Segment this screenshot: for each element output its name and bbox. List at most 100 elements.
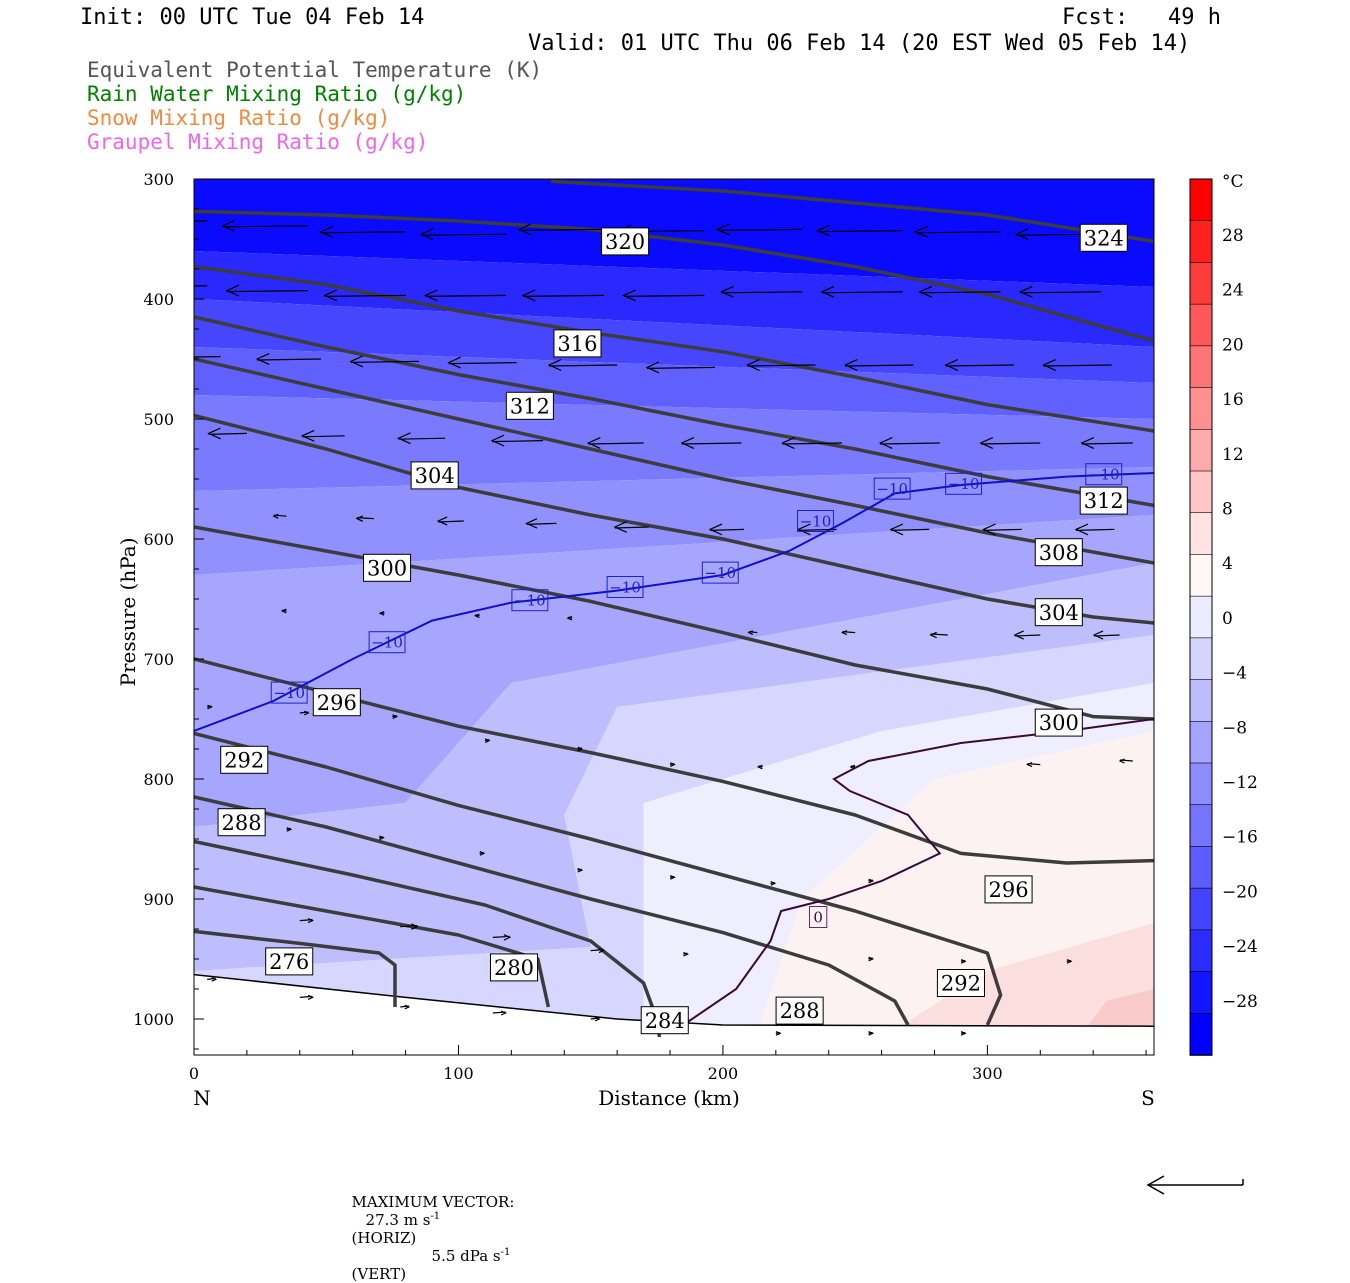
contour-label-box-2 [553,329,602,358]
colorbar: °C 28 24 20 16 12 8 4 0 −4 −8 −12 −16 −20 −24 −28 [1189,172,1258,1056]
wind-arrow-head-52 [473,613,480,619]
wind-arrow-shaft-22 [350,360,419,363]
wind-arrow-head-63 [577,746,584,752]
theta-e-contour-308 [194,357,1154,565]
wind-arrow-head-48 [982,523,996,536]
horiz-value: 27.3 m s [365,1211,431,1229]
contour-label-box-10 [489,953,539,982]
wind-arrow-shaft-30 [208,432,247,435]
wind-arrow-shaft-4 [518,228,604,231]
wind-arrow-shaft-2 [320,231,406,234]
colorbar-label-9: −8 [1222,718,1247,738]
isotherm--10 [194,472,1154,732]
colorbar-swatch-19 [1189,971,1213,1015]
wind-arrow-head-65 [756,764,763,770]
contour-label-25: −10 [876,480,908,498]
contour-label-box-24 [797,510,834,532]
colorbar-swatch-4 [1189,345,1213,389]
contour-label-box-22 [606,576,644,598]
wind-arrow-shaft-21 [257,358,321,361]
wind-arrow-head-82 [411,923,419,930]
wind-arrow-head-53 [566,615,573,621]
wind-arrow-head-17 [820,285,835,298]
wind-arrow-shaft-1 [222,225,308,228]
vert-exponent: -1 [500,1247,511,1258]
wind-arrow-head-31 [300,429,315,442]
wind-arrow-head-78 [404,1004,411,1010]
wind-arrow-head-60 [304,710,310,716]
wind-arrow-head-70 [379,835,385,841]
contour-label-box-3 [505,391,554,420]
contour-label-20: −10 [371,634,403,652]
x-tick-label-200: 200 [708,1064,739,1083]
wind-arrow-shaft-14 [523,294,604,297]
wind-arrow-shaft-20 [194,356,221,358]
contour-label-19: −10 [273,684,305,702]
wind-arrow-shaft-15 [623,294,705,297]
wind-arrow-head-38 [979,437,994,449]
contour-label-4: 304 [415,464,455,488]
colorbar-swatch-12 [1189,679,1213,723]
wind-arrow-shaft-26 [747,364,816,367]
colorbar-label-14: −28 [1222,992,1258,1012]
wind-arrow-head-2 [319,225,333,238]
wind-arrow-shaft-25 [646,366,716,369]
colorbar-swatch-7 [1189,470,1213,514]
wind-arrow-shaft-24 [549,364,618,367]
wind-arrow-shaft-11 [226,290,308,293]
contour-label-17: 308 [1039,541,1079,565]
wind-arrow-shaft-58 [1094,634,1120,637]
x-tick-label-300: 300 [972,1064,1003,1083]
wind-arrow-head-58 [1092,630,1104,640]
colorbar-swatch-14 [1189,762,1213,806]
contour-label-11: 284 [645,1009,685,1033]
wind-arrow-head-72 [577,867,584,873]
contour-label-box-7 [220,745,269,774]
wind-arrow-head-47 [889,523,904,536]
wind-arrow-head-59 [207,704,213,710]
wind-arrow-head-10 [126,280,138,291]
wind-arrow-head-33 [490,434,505,447]
wind-arrow-head-24 [547,359,562,371]
y-tick-label-400: 400 [143,290,174,309]
wind-arrow-head-64 [670,762,676,767]
wind-arrow-head-30 [207,427,221,440]
temp-band-5 [194,467,1154,575]
contour-label-6: 296 [317,691,357,715]
x-axis-label: Distance (km) [598,1086,740,1110]
wind-arrow-shaft-7 [817,230,903,233]
contour-label-box-12 [775,996,824,1025]
x-end-label-south: S [1141,1086,1155,1110]
colorbar-label-5: 8 [1222,500,1233,520]
y-tick-label-500: 500 [143,410,174,429]
colorbar-label-7: 0 [1222,609,1233,629]
wind-arrow-head-45 [708,523,723,536]
colorbar-swatch-13 [1189,720,1213,764]
contour-label-16: 304 [1039,601,1079,625]
wind-arrow-shaft-6 [717,228,803,231]
colorbar-label-2: 20 [1222,335,1244,355]
wind-arrow-head-27 [843,359,858,371]
wind-arrow-head-4 [517,223,532,236]
colorbar-label-11: −16 [1222,828,1258,848]
wind-arrow-head-1 [221,219,235,232]
y-tick-label-600: 600 [143,530,174,549]
contour-label-7: 292 [224,748,264,772]
wind-arrow-shaft-16 [721,291,803,294]
wind-arrow-shaft-8 [915,231,1001,234]
horiz-unit: (HORIZ) [351,1229,417,1247]
legend-theta-e: Equivalent Potential Temperature (K) [87,58,543,82]
wind-arrow-head-7 [816,224,831,237]
temp-band-2 [194,299,1154,383]
temp-band-1 [194,251,1154,347]
wind-arrow-head-88 [1066,959,1073,964]
theta-e-contour-320 [194,209,1154,343]
colorbar-swatch-20 [1189,1012,1213,1056]
wind-arrow-head-18 [918,285,933,298]
contour-label-box-6 [312,688,361,717]
wind-arrow-head-89 [775,1031,782,1036]
y-axis-label: Pressure (hPa) [116,538,140,687]
temp-band-6 [194,515,1154,827]
wind-arrow-head-46 [796,523,811,536]
